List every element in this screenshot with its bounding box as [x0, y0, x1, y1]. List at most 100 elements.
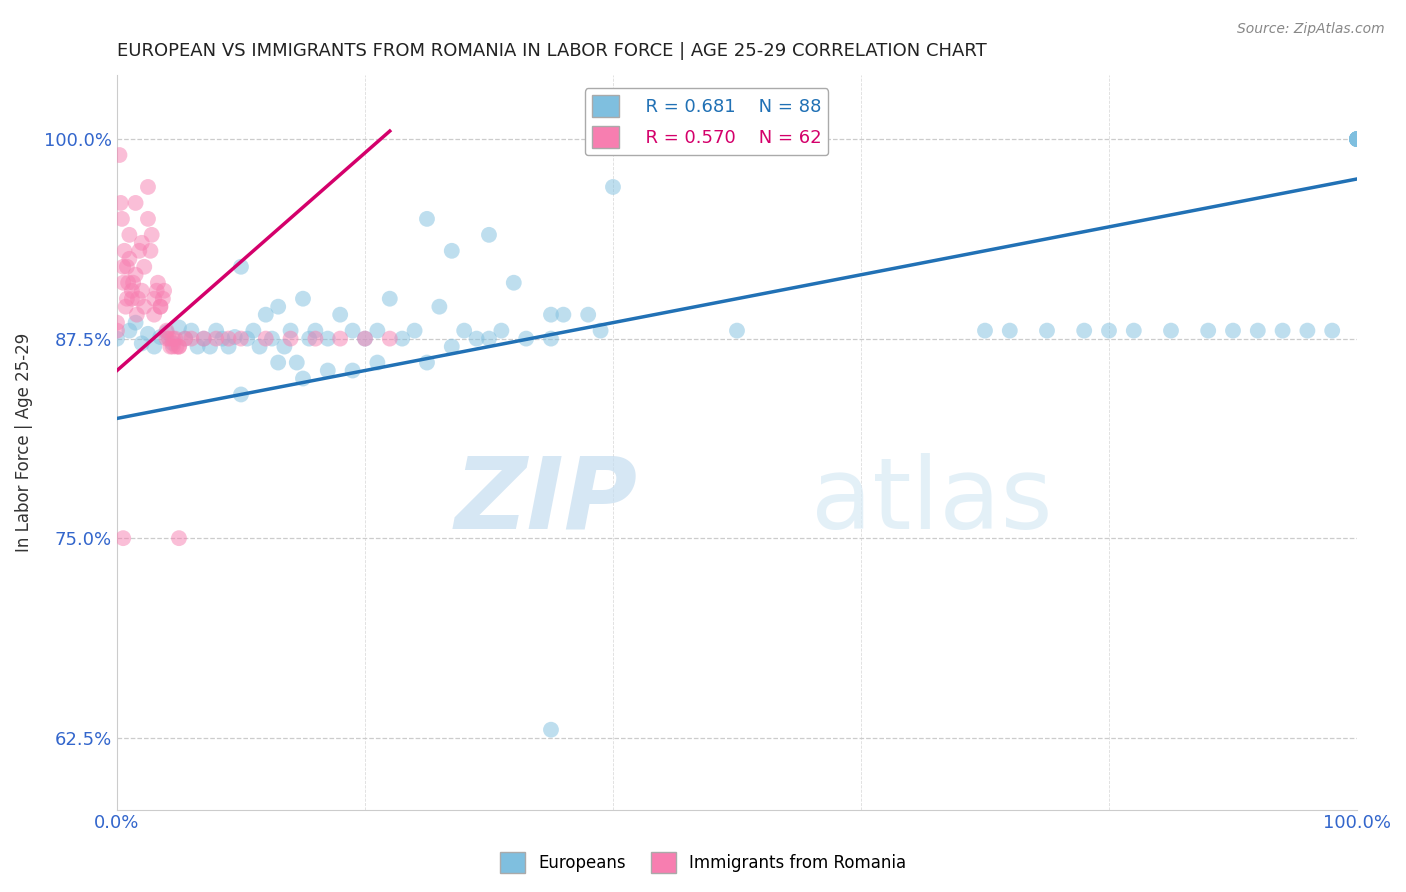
Point [1098, 324, 1121, 338]
Point [167, 320, 190, 334]
Point [1346, 132, 1368, 146]
Point [124, 316, 146, 330]
Point [152, 292, 174, 306]
Point [111, 211, 134, 226]
Point [134, 300, 156, 314]
Point [416, 211, 439, 226]
Point [285, 355, 308, 369]
Point [329, 308, 352, 322]
Point [291, 371, 314, 385]
Point [187, 340, 209, 354]
Point [1036, 324, 1059, 338]
Point [149, 330, 172, 344]
Point [166, 340, 188, 354]
Point [366, 355, 388, 369]
Point [291, 292, 314, 306]
Point [117, 276, 139, 290]
Point [491, 324, 513, 338]
Point [354, 332, 377, 346]
Point [180, 324, 202, 338]
Point [404, 324, 426, 338]
Point [146, 276, 169, 290]
Point [143, 308, 166, 322]
Point [108, 148, 131, 162]
Point [105, 324, 128, 338]
Point [553, 308, 575, 322]
Point [1346, 132, 1368, 146]
Point [112, 531, 135, 545]
Point [174, 332, 197, 346]
Point [136, 211, 159, 226]
Point [478, 332, 501, 346]
Point [218, 332, 240, 346]
Point [149, 300, 172, 314]
Point [110, 195, 132, 210]
Point [174, 332, 197, 346]
Point [378, 332, 401, 346]
Point [167, 531, 190, 545]
Point [229, 332, 252, 346]
Point [465, 332, 488, 346]
Point [280, 332, 302, 346]
Point [198, 340, 221, 354]
Point [540, 723, 562, 737]
Point [162, 340, 184, 354]
Point [162, 336, 184, 351]
Point [1346, 132, 1368, 146]
Point [1346, 132, 1368, 146]
Point [118, 252, 141, 266]
Point [180, 332, 202, 346]
Point [167, 340, 190, 354]
Point [540, 332, 562, 346]
Point [1346, 132, 1368, 146]
Point [1247, 324, 1270, 338]
Point [114, 300, 136, 314]
Point [267, 300, 290, 314]
Point [316, 332, 339, 346]
Point [236, 332, 259, 346]
Text: EUROPEAN VS IMMIGRANTS FROM ROMANIA IN LABOR FORCE | AGE 25-29 CORRELATION CHART: EUROPEAN VS IMMIGRANTS FROM ROMANIA IN L… [117, 42, 987, 60]
Point [134, 260, 156, 274]
Point [131, 235, 153, 250]
Point [316, 363, 339, 377]
Point [149, 300, 172, 314]
Point [280, 324, 302, 338]
Point [118, 227, 141, 242]
Point [273, 340, 295, 354]
Point [1073, 324, 1095, 338]
Y-axis label: In Labor Force | Age 25-29: In Labor Force | Age 25-29 [15, 333, 32, 552]
Point [478, 227, 501, 242]
Point [267, 355, 290, 369]
Point [254, 332, 277, 346]
Point [429, 300, 451, 314]
Point [155, 325, 177, 339]
Point [157, 332, 180, 346]
Point [342, 363, 364, 377]
Point [576, 308, 599, 322]
Point [112, 276, 135, 290]
Point [1346, 132, 1368, 146]
Point [143, 340, 166, 354]
Point [1346, 132, 1368, 146]
Point [1222, 324, 1244, 338]
Point [112, 260, 135, 274]
Point [1271, 324, 1294, 338]
Point [515, 332, 537, 346]
Point [304, 324, 326, 338]
Point [143, 292, 166, 306]
Point [224, 330, 246, 344]
Point [440, 244, 463, 258]
Point [125, 308, 148, 322]
Point [242, 324, 264, 338]
Point [249, 340, 271, 354]
Point [298, 332, 321, 346]
Point [502, 276, 524, 290]
Point [366, 324, 388, 338]
Point [193, 332, 215, 346]
Point [329, 332, 352, 346]
Point [725, 324, 748, 338]
Point [1122, 324, 1144, 338]
Point [378, 292, 401, 306]
Point [115, 292, 138, 306]
Point [304, 332, 326, 346]
